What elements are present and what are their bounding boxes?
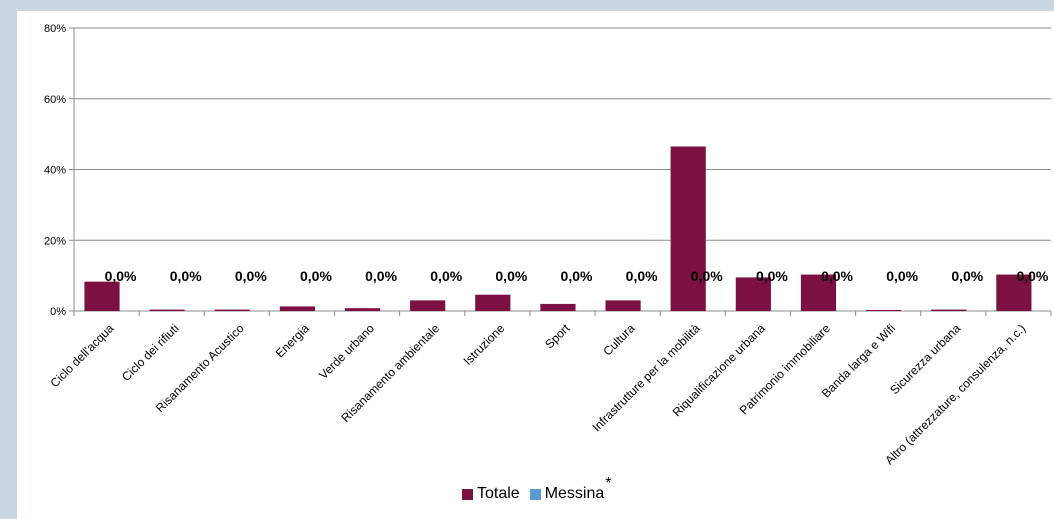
data-label-messina: 0,0% [170,268,202,284]
legend: Totale Messina * [462,475,622,503]
data-label-messina: 0,0% [561,268,593,284]
data-label-messina: 0,0% [756,268,788,284]
data-label-messina: 0,0% [821,268,853,284]
bar-chart: 0% 20% 40% 60% 80% 0,0% Ciclo dell'acqua 0,0% Ci… [44,23,1052,467]
bar-totale [866,309,902,311]
x-tick-label: Ciclo dell'acqua [47,321,116,390]
y-tick-label: 20% [44,235,66,247]
y-tick-label: 0% [50,306,66,318]
legend-label-messina: Messina [544,485,605,502]
data-label-messina: 0,0% [626,268,658,284]
data-label-messina: 0,0% [365,268,397,284]
data-label-messina: 0,0% [430,268,462,284]
x-tick-label: Energia [273,321,312,360]
data-label-messina: 0,0% [495,268,527,284]
bar-totale [149,309,185,311]
x-tick-label: Istruzione [461,321,508,368]
x-tick-label: Ciclo dei rifiuti [119,321,182,384]
data-label-messina: 0,0% [691,268,723,284]
bar-totale [84,281,120,311]
bar-totale [931,309,967,311]
data-label-messina: 0,0% [951,268,983,284]
legend-swatch-messina [529,488,541,500]
bar-totale [735,277,771,311]
bar-totale [670,146,706,311]
legend-label-totale: Totale [477,485,520,502]
x-tick-label: Cultura [600,321,637,358]
x-tick-label: Sport [542,321,573,352]
bar-totale [214,309,250,311]
bar-totale [475,294,511,311]
bar-totale [410,300,446,311]
data-label-messina: 0,0% [235,268,267,284]
data-label-messina: 0,0% [886,268,918,284]
legend-swatch-totale [462,488,473,500]
x-tick-label: Altro (attrezzature, consulenza, n.c.) [882,321,1028,467]
bar-totale [540,303,576,311]
data-label-messina: 0,0% [1016,268,1048,284]
data-label-messina: 0,0% [300,268,332,284]
bar-totale [344,308,381,311]
legend-asterisk: * [605,475,612,492]
x-tick-label: Infrastrutture per la mobilità [590,321,703,434]
x-tick-label: Verde urbano [316,321,377,382]
x-tick-label: Sicurezza urbana [887,321,963,397]
bar-totale [800,274,837,311]
legend-item-totale: Totale [462,485,520,503]
y-tick-label: 60% [44,94,66,106]
y-tick-label: 80% [44,23,66,35]
bar-totale [279,306,315,311]
chart-panel: 0% 20% 40% 60% 80% 0,0% Ciclo dell'acqua 0,0% Ci… [17,11,1054,519]
bar-totale [605,300,641,311]
bar-totale [996,274,1032,311]
legend-item-messina: Messina * [529,475,612,503]
y-tick-label: 40% [44,165,66,177]
data-label-messina: 0,0% [105,268,137,284]
